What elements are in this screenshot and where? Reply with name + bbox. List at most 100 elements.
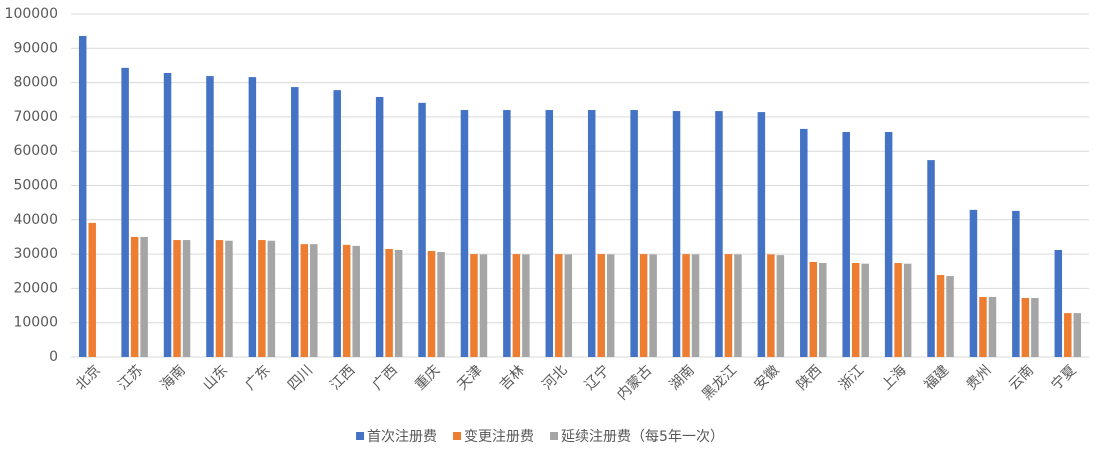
- x-tick-label: 安徽: [751, 362, 782, 393]
- bar: [903, 263, 912, 357]
- x-tick-label: 北京: [73, 362, 104, 393]
- bar: [333, 90, 341, 358]
- bar: [140, 236, 148, 357]
- bar: [800, 128, 808, 357]
- bar: [587, 110, 596, 357]
- x-tick-label: 上海: [879, 362, 910, 393]
- y-tick-label: 0: [49, 349, 58, 365]
- bar: [715, 111, 723, 357]
- x-tick-label: 云南: [1006, 362, 1037, 393]
- x-tick-label: 内蒙古: [614, 362, 655, 403]
- bar: [819, 263, 827, 357]
- bar: [946, 276, 954, 357]
- bar: [88, 222, 96, 357]
- bar: [512, 254, 521, 357]
- x-tick-label: 浙江: [836, 362, 867, 393]
- y-tick-label: 40000: [13, 212, 58, 228]
- x-tick-label: 福建: [921, 362, 952, 393]
- bar: [163, 72, 172, 357]
- legend-label: 延续注册费（每5年一次）: [561, 428, 724, 445]
- bar: [267, 240, 276, 357]
- bar: [734, 254, 742, 357]
- x-tick-label: 陕西: [794, 362, 825, 393]
- bar: [385, 248, 393, 357]
- legend: 首次注册费 变更注册费 延续注册费（每5年一次）: [356, 428, 724, 445]
- bar: [606, 254, 615, 357]
- bar: [291, 87, 299, 358]
- bar: [225, 240, 233, 357]
- bar: [1054, 249, 1063, 357]
- bar: [757, 112, 766, 358]
- bar: [206, 76, 214, 357]
- bar: [597, 254, 605, 357]
- y-tick-label: 90000: [13, 40, 58, 56]
- bar: [545, 110, 554, 357]
- bar: [437, 252, 445, 357]
- bar: [427, 251, 436, 357]
- y-tick-label: 80000: [13, 75, 58, 91]
- bar: [927, 160, 935, 357]
- bar: [979, 296, 987, 357]
- bar: [672, 111, 681, 357]
- bar: [809, 261, 818, 357]
- y-tick-label: 20000: [13, 280, 58, 296]
- bar: [767, 254, 775, 357]
- bar: [258, 240, 266, 357]
- y-tick-label: 30000: [13, 246, 58, 262]
- bar: [884, 131, 893, 357]
- x-tick-label: 贵州: [964, 362, 995, 393]
- x-tick-label: 江苏: [115, 362, 146, 393]
- y-tick-label: 10000: [13, 315, 58, 331]
- y-tick-label: 100000: [5, 6, 58, 22]
- bar: [842, 131, 850, 357]
- bar: [248, 77, 257, 357]
- x-tick-label: 四川: [285, 362, 316, 393]
- x-tick-label: 吉林: [497, 362, 528, 393]
- y-tick-label: 70000: [13, 109, 58, 125]
- bar: [649, 254, 657, 357]
- bar: [479, 254, 488, 357]
- bar: [555, 254, 563, 357]
- bar: [564, 254, 573, 357]
- x-tick-label: 海南: [158, 362, 189, 393]
- bar: [639, 254, 648, 357]
- x-tick-label: 辽宁: [581, 362, 613, 394]
- bar: [470, 254, 478, 357]
- bar: [342, 244, 351, 357]
- bar: [861, 263, 869, 357]
- legend-label: 首次注册费: [367, 429, 437, 445]
- bar: [724, 254, 733, 357]
- bar: [173, 240, 181, 357]
- x-tick-label: 山东: [200, 362, 231, 393]
- bar: [936, 275, 945, 357]
- bar: [215, 240, 224, 357]
- bar: [121, 67, 129, 357]
- y-tick-label: 50000: [13, 178, 58, 194]
- bar: [418, 102, 426, 357]
- x-tick-label: 天津: [455, 362, 486, 393]
- x-tick-label: 重庆: [412, 362, 443, 393]
- bar: [776, 255, 785, 357]
- x-tick-label: 宁夏: [1048, 362, 1080, 394]
- bar: [1012, 210, 1020, 357]
- bar: [894, 263, 902, 357]
- x-tick-label: 黑龙江: [699, 362, 740, 403]
- x-tick-label: 河北: [539, 362, 570, 393]
- bar: [1021, 298, 1030, 357]
- bar: [988, 296, 997, 357]
- bar: [78, 35, 87, 358]
- legend-swatch: [356, 432, 365, 440]
- bar: [630, 110, 638, 357]
- bar: [522, 254, 530, 357]
- x-tick-label: 广西: [370, 362, 401, 393]
- bar: [460, 110, 469, 357]
- bar: [851, 263, 860, 357]
- bar: [1064, 313, 1072, 357]
- bar: [375, 97, 384, 358]
- legend-swatch: [550, 432, 559, 440]
- legend-label: 变更注册费: [464, 429, 534, 445]
- bar: [352, 245, 360, 357]
- bar: [182, 240, 191, 357]
- bar: [691, 254, 700, 357]
